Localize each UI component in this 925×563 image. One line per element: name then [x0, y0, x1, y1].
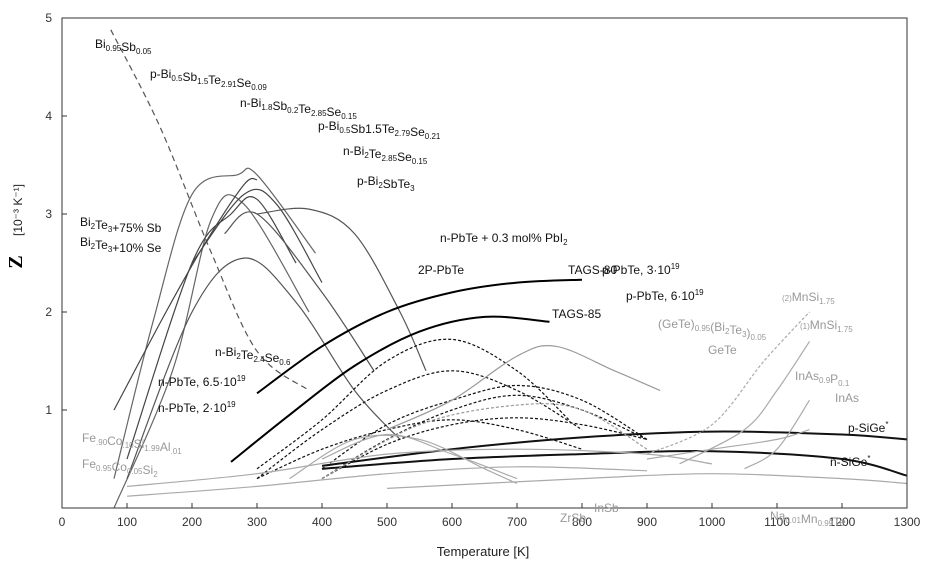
series-line-16	[256, 419, 583, 480]
annotation-npbte2: n-PbTe, 2·1019	[158, 400, 236, 415]
annotation-nbisbte: n-Bi1.8Sb0.2Te2.85Se0.15	[240, 96, 357, 121]
series-line-7	[256, 207, 427, 372]
annotation-ppbte3: p-PbTe, 3·1019	[602, 262, 680, 277]
annotation-getebite: (GeTe)0.95(Bi2Te3)0.05	[658, 317, 767, 342]
x-tick-label: 1200	[829, 515, 856, 529]
series-line-26	[126, 466, 648, 497]
annotation-nsige: n-SiGe*	[830, 454, 870, 469]
x-tick-label: 300	[247, 515, 267, 529]
x-tick-label: 400	[312, 515, 332, 529]
series-line-28	[289, 434, 518, 485]
annotation-inasp: InAs0.9P0.1	[795, 369, 850, 388]
series-line-21	[646, 311, 810, 455]
annotation-ppbte6: p-PbTe, 6·1019	[626, 288, 704, 303]
x-axis-title: Temperature [K]	[437, 544, 530, 559]
x-tick-label: 800	[572, 515, 592, 529]
x-tick-label: 1000	[699, 515, 726, 529]
series-line-6	[224, 211, 375, 372]
x-tick-label: 100	[117, 515, 137, 529]
series-line-13	[321, 384, 648, 470]
series-line-23	[744, 399, 811, 470]
x-tick-label: 700	[507, 515, 527, 529]
y-axis-title: Z	[5, 255, 27, 268]
series-line-20	[321, 403, 648, 480]
x-tick-label: 200	[182, 515, 202, 529]
series-line-25	[126, 448, 713, 487]
annotation-fecoal: Fe.90Co.10Si1.99Al.01	[82, 431, 182, 456]
series-line-15	[321, 417, 648, 480]
series-line-4	[126, 196, 297, 460]
series-line-22	[679, 341, 811, 465]
x-tick-label: 0	[59, 515, 66, 529]
annotation-namnte: Na0.01Mn0.99Te	[770, 509, 846, 529]
series-line-29	[386, 473, 908, 489]
annotation-2ppbte: 2P-PbTe	[418, 263, 464, 277]
x-tick-label: 900	[637, 515, 657, 529]
series-line-17	[321, 430, 908, 467]
series-line-2	[113, 194, 310, 509]
annotation-nbite24: n-Bi2Te2.4Se0.6	[215, 345, 291, 367]
y-tick-label: 2	[45, 305, 52, 319]
y-axis-unit: [10⁻³ K⁻¹]	[11, 184, 25, 236]
annotation-npbte65: n-PbTe, 6.5·1019	[158, 374, 246, 389]
annotation-mnsi1: (1)MnSi1.75	[800, 318, 853, 334]
series-line-27	[321, 433, 518, 480]
y-tick-label: 3	[45, 207, 52, 221]
series-line-24	[646, 429, 810, 460]
annotation-nbite: n-Bi2Te2.85Se0.15	[343, 144, 428, 166]
series-line-8	[126, 257, 401, 479]
x-tick-label: 1100	[764, 515, 790, 529]
x-tick-label: 600	[442, 515, 462, 529]
series-layer	[110, 29, 908, 509]
annotation-insb: InSb	[594, 501, 619, 515]
y-tick-label: 1	[45, 403, 52, 417]
series-line-10	[230, 315, 550, 463]
label-layer: Bi0.95Sb0.05 p-Bi0.5Sb1.5Te2.91Se0.09 n-Bi…	[80, 37, 888, 529]
series-line-11	[256, 338, 570, 470]
annotation-gete: GeTe	[708, 343, 737, 357]
annotation-pbi2sbte3: p-Bi2SbTe3	[357, 174, 415, 193]
annotation-bisb: Bi0.95Sb0.05	[95, 37, 152, 56]
annotation-pbisb15: p-Bi0.5Sb1.5Te2.79Se0.21	[318, 119, 441, 141]
annotation-bi2te3sb: Bi2Te3+75% Sb	[80, 215, 162, 235]
annotation-tags85: TAGS-85	[552, 307, 601, 321]
x-tick-label: 500	[377, 515, 397, 529]
annotation-inas: InAs	[835, 391, 859, 405]
annotation-fecosi: Fe0.95Co0.05Si2	[82, 457, 158, 479]
annotation-psige: p-SiGe*	[848, 420, 888, 435]
series-line-5	[191, 188, 323, 283]
series-line-1	[113, 167, 316, 479]
y-tick-label: 5	[45, 11, 52, 25]
annotation-mnsi2: (2)MnSi1.75	[782, 290, 835, 306]
x-tick-label: 1300	[894, 515, 921, 529]
plot-frame	[61, 17, 908, 509]
series-line-14	[321, 394, 648, 480]
series-line-19	[386, 344, 661, 431]
annotation-bi2te3se: Bi2Te3+10% Se	[80, 235, 162, 255]
y-tick-label: 4	[45, 109, 52, 123]
annotation-npbtepbi: n-PbTe + 0.3 mol% PbI2	[440, 231, 568, 247]
annotation-tags80: TAGS-80	[568, 263, 617, 277]
series-line-12	[256, 370, 583, 480]
annotation-zrsb: ZrSb	[560, 511, 586, 525]
series-line-9	[256, 278, 583, 395]
axes-layer: 0 100 200 300 400 500 600 700 800 900 1000 1100 1200…	[45, 11, 920, 529]
annotation-pbisbte: p-Bi0.5Sb1.5Te2.91Se0.09	[150, 67, 267, 92]
